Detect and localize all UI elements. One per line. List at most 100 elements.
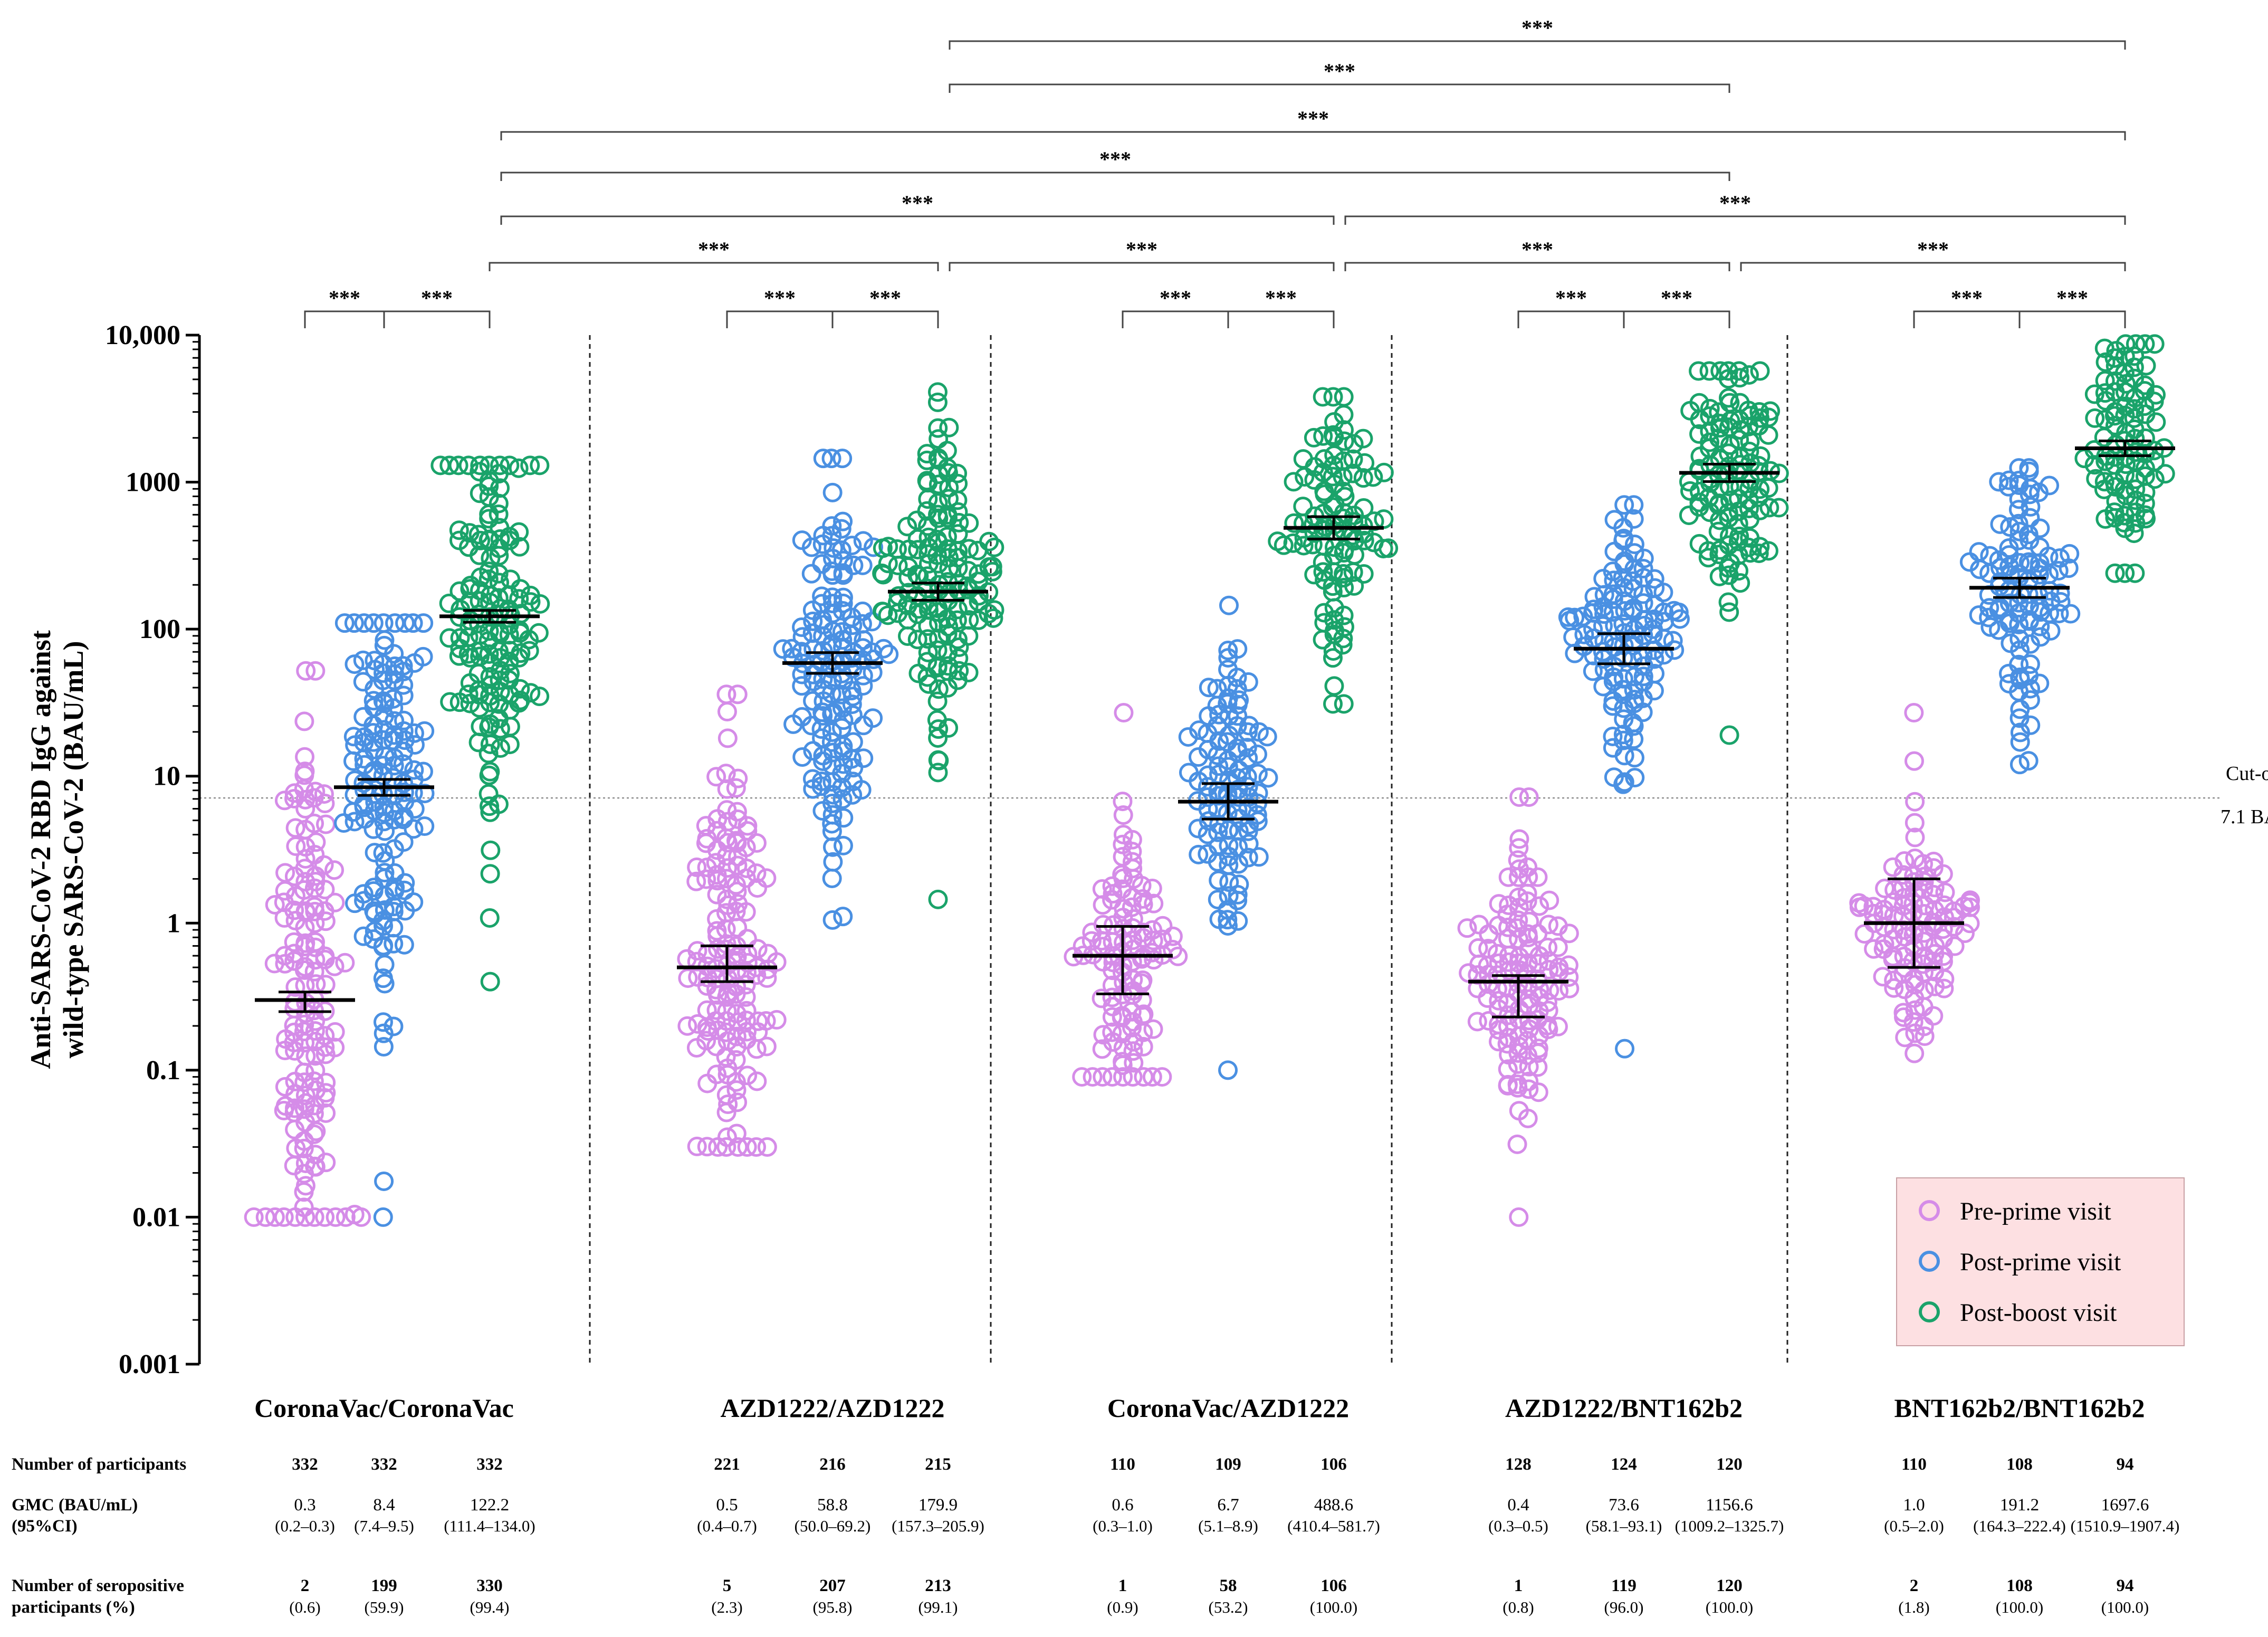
significance-bracket [1517, 310, 1625, 328]
data-point [1603, 696, 1623, 716]
data-point [314, 855, 334, 875]
data-point [468, 732, 489, 753]
data-point [1719, 508, 1739, 528]
cutoff-value-label: 7.1 BAU/mL [2221, 806, 2268, 828]
data-point [295, 917, 315, 937]
data-point [1142, 943, 1162, 963]
cell-seropositive: 330 [476, 1576, 503, 1595]
row-label-participants: Number of participants [12, 1455, 186, 1474]
data-point [384, 897, 404, 917]
data-point [1247, 805, 1267, 825]
data-point [450, 639, 470, 659]
data-point [927, 656, 948, 676]
data-point [305, 1060, 326, 1080]
data-point [1539, 890, 1559, 910]
data-point [2061, 604, 2081, 624]
data-point [374, 1023, 394, 1043]
data-point [2008, 500, 2028, 520]
data-point [2094, 479, 2114, 499]
data-point [1268, 531, 1288, 551]
data-point [832, 698, 852, 718]
cell-seropositive: 106 [1320, 1576, 1347, 1595]
data-point [696, 816, 716, 836]
data-point [1093, 1025, 1113, 1045]
data-point [1924, 858, 1944, 878]
data-point [1529, 1001, 1549, 1021]
data-point [2136, 356, 2156, 376]
significance-stars: *** [1324, 59, 1355, 83]
data-point [1584, 587, 1604, 607]
data-point [364, 697, 384, 717]
data-point [1144, 893, 1164, 913]
data-point [489, 694, 509, 714]
data-point [1345, 545, 1365, 565]
data-point [1709, 566, 1729, 586]
data-point [393, 754, 413, 774]
data-point [1313, 630, 1333, 650]
cell-participants: 221 [714, 1455, 740, 1474]
data-point [1563, 627, 1583, 647]
data-point [470, 483, 490, 503]
data-point [2126, 479, 2146, 499]
data-point [480, 796, 500, 816]
cell-ci: (58.1–93.1) [1586, 1517, 1662, 1535]
y-tick-label: 10,000 [105, 320, 180, 350]
cell-seropositive: 207 [819, 1576, 846, 1595]
data-point [792, 747, 812, 767]
data-point [394, 662, 414, 682]
data-point [403, 783, 423, 803]
data-point [1644, 681, 1664, 701]
data-point [1538, 937, 1558, 957]
data-point [1624, 729, 1644, 749]
data-point [1689, 361, 1709, 381]
data-point [316, 1153, 336, 1173]
y-axis-label-line-2: wild-type SARS-CoV-2 (BAU/mL) [58, 641, 89, 1059]
data-point [343, 751, 363, 771]
data-point [863, 708, 883, 728]
data-point [1999, 593, 2020, 613]
data-point [375, 974, 395, 994]
data-point [811, 771, 831, 791]
data-point [1324, 676, 1344, 696]
data-point [403, 613, 423, 633]
data-point [295, 1207, 315, 1227]
data-point [1875, 879, 1895, 899]
significance-bracket [726, 310, 834, 328]
data-point [939, 548, 959, 568]
data-point [918, 554, 939, 574]
data-point [854, 630, 874, 650]
data-point [275, 1096, 295, 1116]
data-point [274, 1207, 294, 1227]
data-point [716, 1137, 736, 1157]
data-point [1314, 603, 1334, 623]
data-point [365, 843, 385, 863]
data-point [833, 587, 853, 607]
data-point [792, 617, 812, 637]
data-point [843, 687, 863, 707]
data-point [305, 932, 326, 952]
data-point [1343, 449, 1363, 469]
data-point [783, 647, 803, 667]
data-point [822, 814, 842, 834]
data-point [917, 667, 937, 687]
data-point [1719, 388, 1739, 408]
data-point [294, 960, 314, 980]
data-point [491, 738, 511, 758]
row-label-ci: (95%CI) [12, 1517, 78, 1536]
data-point [1960, 892, 1980, 912]
y-axis-label: Anti-SARS-CoV-2 RBD IgG againstwild-type… [25, 630, 89, 1069]
cell-participants: 332 [292, 1455, 318, 1474]
data-point [343, 727, 363, 747]
data-point [284, 944, 304, 964]
data-point [304, 1124, 324, 1144]
data-point [1760, 461, 1781, 481]
data-point [822, 837, 843, 857]
data-point [948, 502, 968, 522]
data-point [1208, 890, 1228, 910]
data-point [929, 554, 949, 574]
cell-seropositive-pct: (0.8) [1503, 1598, 1534, 1616]
data-point [449, 530, 470, 550]
data-point [415, 816, 435, 836]
y-tick-label: 100 [139, 614, 180, 644]
data-point [897, 595, 917, 615]
